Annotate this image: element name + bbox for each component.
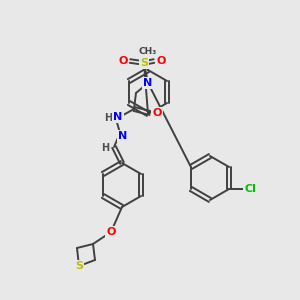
Text: O: O <box>152 108 162 118</box>
Text: S: S <box>140 58 148 68</box>
Text: O: O <box>118 56 128 66</box>
Text: Cl: Cl <box>244 184 256 194</box>
Text: O: O <box>156 56 166 66</box>
Text: N: N <box>113 112 123 122</box>
Text: N: N <box>143 78 153 88</box>
Text: H: H <box>104 113 112 123</box>
Text: N: N <box>118 131 127 141</box>
Text: CH₃: CH₃ <box>139 47 157 56</box>
Text: H: H <box>101 143 109 153</box>
Text: O: O <box>106 227 116 237</box>
Text: S: S <box>75 261 83 271</box>
